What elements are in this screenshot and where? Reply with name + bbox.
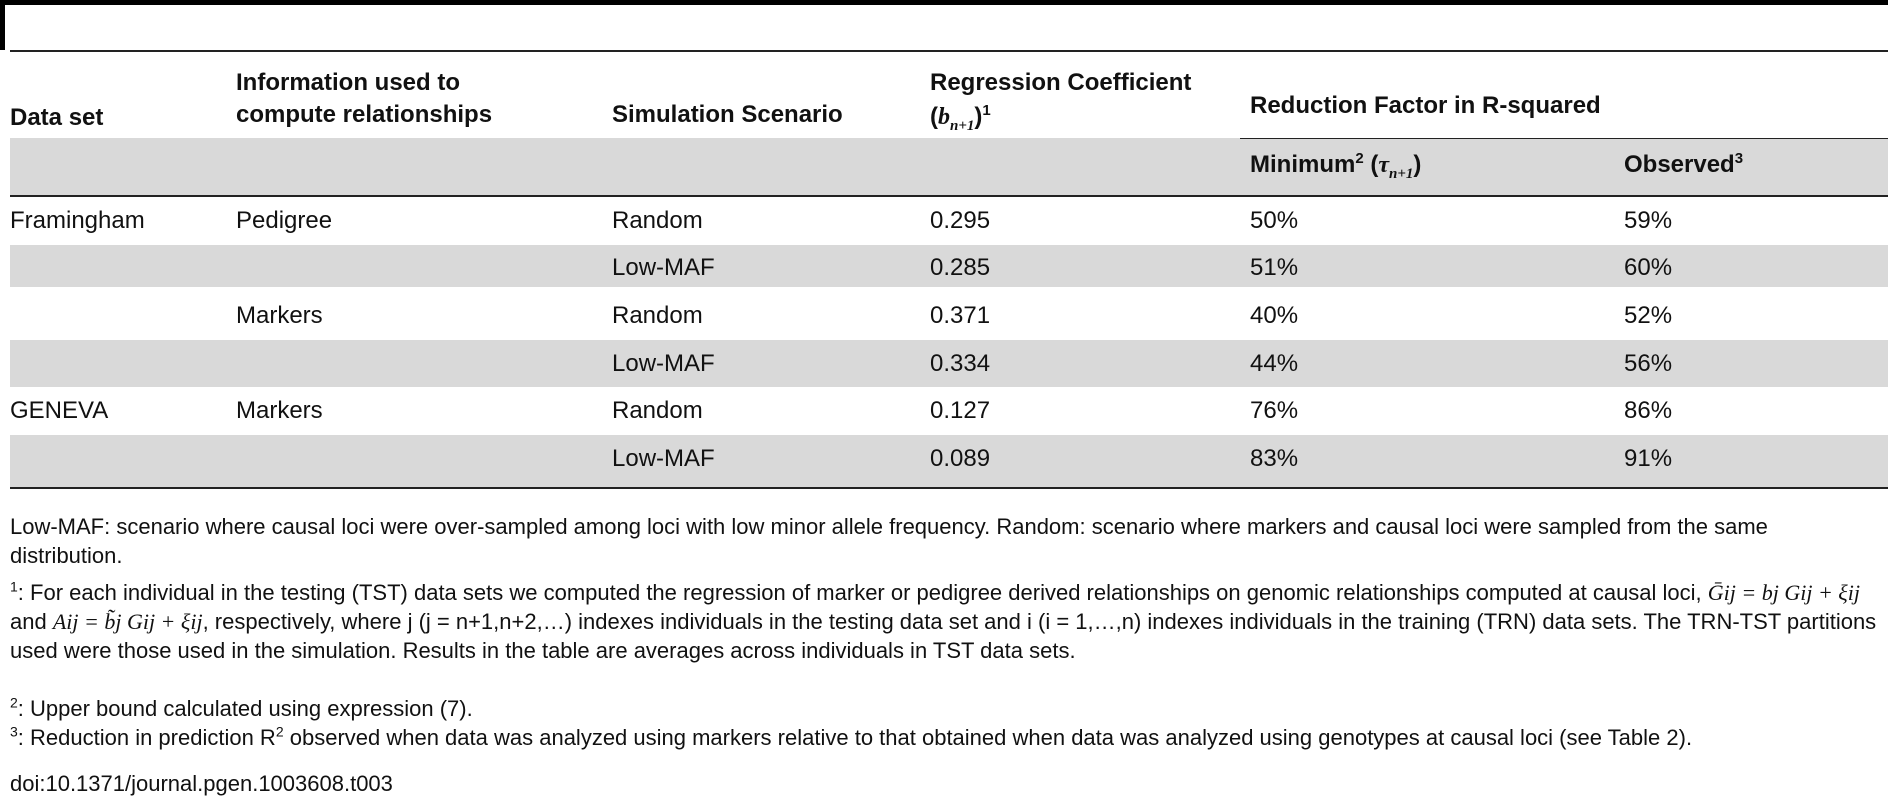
header-data-set: Data set [10,104,104,131]
coef-footnote-mark: 1 [982,102,991,119]
footnote-1-equation-2: Aij = b̃j Gij + ξij [52,609,203,634]
cell-observed: 86% [1624,397,1673,424]
left-border [0,0,5,50]
header-info-line2: compute relationships [236,101,493,128]
footnote-3-text-a: : Reduction in prediction R [17,725,276,750]
top-border [0,0,1888,5]
footnote-2: 2: Upper bound calculated using expressi… [10,694,1878,723]
footnote-3: 3: Reduction in prediction R2 observed w… [10,723,1878,752]
subheader-rule [1240,138,1888,139]
cell-dataset: GENEVA [10,397,109,424]
observed-label: Observed [1624,151,1735,178]
cell-coef: 0.371 [930,302,991,329]
cell-scenario: Low-MAF [612,350,715,377]
observed-footnote-mark: 3 [1734,150,1744,167]
row-4-shade [10,340,1888,387]
row-6-shade [10,435,1888,487]
tau-sub: n+1 [1389,165,1414,182]
minimum-label: Minimum [1250,151,1356,178]
footnote-1-equation-1: Ḡij = bj Gij + ξij [1707,580,1860,605]
cell-observed: 56% [1624,350,1673,377]
tau-symbol: τ [1378,152,1389,178]
table-top-rule [10,50,1888,52]
cell-minimum: 44% [1250,350,1299,377]
cell-observed: 59% [1624,207,1673,234]
footnote-3-mark: 3 [10,723,18,740]
cell-minimum: 50% [1250,207,1299,234]
cell-minimum: 40% [1250,302,1299,329]
cell-observed: 52% [1624,302,1673,329]
cell-minimum: 51% [1250,254,1299,281]
cell-coef: 0.295 [930,207,991,234]
cell-dataset: Framingham [10,207,145,234]
footnote-1-mark: 1 [10,578,18,595]
cell-minimum: 76% [1250,397,1299,424]
footnote-1-text-a: : For each individual in the testing (TS… [17,580,1708,605]
footnote-1-text-c: , respectively, where j (j = n+1,n+2,…) … [10,609,1877,663]
cell-scenario: Random [612,207,703,234]
abbreviations-note: Low-MAF: scenario where causal loci were… [10,514,1768,568]
cell-coef: 0.127 [930,397,991,424]
cell-scenario: Low-MAF [612,445,715,472]
coef-sub: n+1 [950,117,975,134]
footnote-2-text: : Upper bound calculated using expressio… [17,696,473,721]
header-info-line1: Information used to [236,69,460,96]
coef-symbol: b [938,104,950,130]
footnote-3-text-b: observed when data was analyzed using ma… [283,725,1693,750]
header-observed: Observed3 [1624,150,1743,180]
cell-coef: 0.089 [930,445,991,472]
cell-coef: 0.334 [930,350,991,377]
cell-minimum: 83% [1250,445,1299,472]
footnote-2-mark: 2 [10,694,18,711]
cell-observed: 91% [1624,445,1673,472]
footnote-1: 1: For each individual in the testing (T… [10,578,1878,665]
header-minimum: Minimum2 (τn+1) [1250,150,1422,182]
row-2-shade [10,245,1888,287]
minimum-footnote-mark: 2 [1355,150,1364,167]
cell-info: Pedigree [236,207,333,234]
footnote-1-text-b: and [10,609,53,634]
cell-info: Markers [236,397,323,424]
cell-info: Markers [236,302,323,329]
footnote-3-sup: 2 [275,723,284,740]
table-bottom-rule [10,487,1888,489]
header-reduction: Reduction Factor in R-squared [1250,92,1601,119]
doi-link[interactable]: doi:10.1371/journal.pgen.1003608.t003 [10,771,393,796]
header-bottom-rule [10,195,1888,197]
cell-scenario: Random [612,302,703,329]
cell-scenario: Low-MAF [612,254,715,281]
subheader-shade [10,138,1888,196]
cell-scenario: Random [612,397,703,424]
header-coef-line1: Regression Coefficient [930,69,1192,96]
cell-observed: 60% [1624,254,1673,281]
cell-coef: 0.285 [930,254,991,281]
header-coef-line2: (bn+1)1 [930,102,991,134]
header-scenario: Simulation Scenario [612,101,843,128]
